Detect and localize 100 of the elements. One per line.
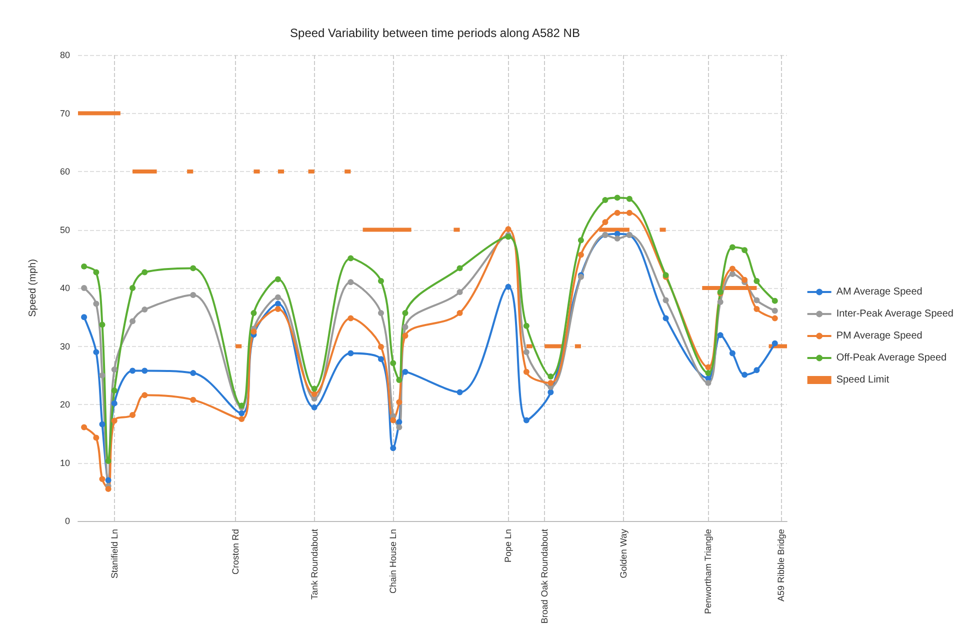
x-tick-label: Chain House Ln [388,529,398,594]
y-tick-label: 10 [60,458,70,468]
x-tick-label: Croston Rd [230,529,241,575]
point [390,445,396,452]
point [396,377,402,384]
point [396,418,402,425]
point [602,197,608,204]
point [548,374,554,380]
point [81,314,88,320]
point [729,350,736,356]
point [93,269,100,276]
point [626,196,632,202]
legend-label: Inter-Peak Average Speed [836,308,954,320]
x-tick-label: A59 Ribble Bridge [776,529,786,602]
point [396,424,402,430]
point [190,396,196,403]
point [772,298,778,304]
point [772,340,778,346]
point [378,356,384,362]
point [548,380,554,386]
point [729,244,736,250]
point [274,294,281,300]
point [456,265,463,272]
point [602,219,608,226]
x-tick-label: Golden Way [618,528,628,578]
point [142,392,148,398]
point [93,434,100,441]
point [111,366,118,373]
y-tick-label: 20 [60,400,70,410]
point [548,389,554,396]
point [130,368,136,374]
point [378,344,384,350]
point [130,285,136,291]
legend-label: PM Average Speed [836,330,922,342]
point [142,368,148,374]
point [190,265,196,272]
point [274,276,281,282]
point [105,486,112,492]
point [99,421,106,428]
point [505,284,512,290]
point [105,458,112,464]
point [662,297,669,304]
legend-label: Off-Peak Average Speed [836,352,947,364]
y-tick-label: 80 [60,50,70,60]
point [754,278,760,284]
legend-label: AM Average Speed [836,286,922,298]
point [311,391,318,398]
point [190,292,196,298]
point [93,300,100,307]
point [772,315,778,322]
point [130,412,136,418]
point [578,237,584,244]
point [523,417,530,424]
point [348,350,354,356]
y-axis-title: Speed (mph) [28,259,38,317]
point [142,306,148,313]
point [81,285,88,291]
point [311,404,318,410]
point [754,367,760,374]
point [99,476,106,482]
point [705,380,712,386]
point [614,235,620,242]
y-tick-label: 0 [64,516,70,526]
point [238,416,245,422]
point [754,306,760,312]
point [523,349,530,356]
point [81,424,88,430]
x-tick-label: Tank Roundabout [309,528,320,600]
point [505,226,512,232]
point [348,255,354,262]
point [111,418,118,424]
y-tick-label: 70 [60,108,70,118]
point [130,318,136,324]
point [311,386,318,392]
point [378,310,384,316]
point [705,364,712,370]
point [662,315,669,322]
y-tick-label: 50 [60,224,70,235]
point [274,306,281,312]
x-tick-label: Stanifield Ln [109,529,120,579]
point [523,368,530,375]
point [626,210,632,216]
point [111,400,118,406]
point [190,370,196,376]
point [250,310,257,316]
point [742,372,748,378]
x-tick-label: Pope Ln [503,529,514,563]
point [390,360,396,366]
point [456,389,463,396]
y-tick-label: 60 [60,166,70,176]
point [578,252,584,258]
point [742,247,748,254]
point [717,298,724,305]
point [274,300,281,307]
y-tick-label: 40 [60,283,70,293]
legend-label: Speed Limit [836,374,890,386]
point [772,308,778,314]
point [93,349,100,356]
point [402,324,408,330]
point [729,266,736,272]
